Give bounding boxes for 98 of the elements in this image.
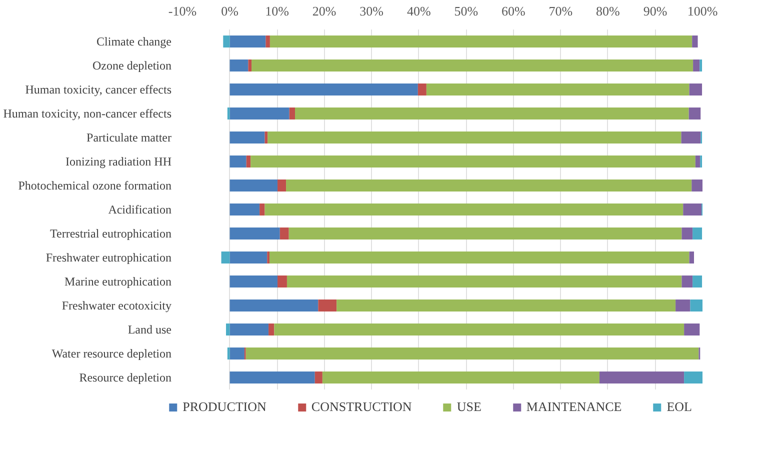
bar (252, 60, 694, 72)
y-tick-label: Human toxicity, cancer effects (25, 82, 172, 96)
bar (692, 276, 702, 288)
bar (700, 60, 702, 72)
bar (274, 324, 684, 336)
x-tick-label: -10% (168, 4, 197, 18)
legend-label: PRODUCTION (182, 399, 266, 415)
x-tick-label: 80% (596, 4, 620, 18)
bar (223, 36, 230, 48)
bar (230, 276, 278, 288)
bar (322, 372, 600, 384)
bar (269, 252, 690, 264)
bar (264, 204, 684, 216)
y-tick-label: Human toxicity, non-cancer effects (3, 106, 172, 120)
bar (684, 324, 700, 336)
bar (695, 156, 700, 168)
y-tick-label: Ionizing radiation HH (66, 154, 172, 168)
bar (266, 36, 270, 48)
y-tick-label: Particulate matter (86, 130, 172, 144)
bar (230, 132, 265, 144)
x-tick-label: 100% (687, 4, 718, 18)
bar (230, 300, 318, 312)
bar (268, 324, 274, 336)
bar (681, 132, 701, 144)
y-tick-label: Photochemical ozone formation (18, 178, 172, 192)
bar (260, 204, 265, 216)
bar (684, 372, 702, 384)
y-tick-label: Climate change (96, 34, 172, 48)
bar (270, 36, 692, 48)
bar (692, 228, 702, 240)
x-tick-label: 0% (221, 4, 239, 18)
bar (288, 228, 682, 240)
x-tick-label: 20% (312, 4, 336, 18)
bar (230, 108, 290, 120)
bar (230, 36, 266, 48)
bar (246, 348, 699, 360)
bar (268, 132, 682, 144)
bar (286, 180, 692, 192)
bar (230, 348, 244, 360)
bar (688, 108, 701, 120)
bar (230, 204, 260, 216)
y-tick-label: Freshwater ecotoxicity (62, 298, 172, 312)
bar (230, 60, 248, 72)
bar (318, 300, 337, 312)
x-tick-label: 30% (360, 4, 384, 18)
bar (295, 108, 689, 120)
y-tick-label: Ozone depletion (92, 58, 172, 72)
bar (221, 252, 230, 264)
y-tick-label: Water resource depletion (52, 346, 172, 360)
y-tick-label: Marine eutrophication (64, 274, 172, 288)
y-tick-label: Resource depletion (79, 370, 172, 384)
bar (278, 276, 287, 288)
bar (599, 372, 684, 384)
bar (689, 84, 702, 96)
bar (248, 60, 252, 72)
bar (230, 252, 268, 264)
x-tick-label: 70% (548, 4, 573, 18)
bar (230, 324, 269, 336)
bar (250, 156, 696, 168)
bar (314, 372, 322, 384)
bar (230, 84, 418, 96)
bar (246, 156, 251, 168)
y-tick-label: Freshwater eutrophication (46, 250, 172, 264)
bar (418, 84, 426, 96)
bar (227, 348, 230, 360)
bar (230, 180, 278, 192)
bar (289, 108, 296, 120)
x-tick-label: 10% (265, 4, 290, 18)
bar (286, 276, 682, 288)
legend-label: USE (456, 399, 482, 415)
y-tick-label: Acidification (108, 202, 172, 216)
bar (690, 300, 702, 312)
y-tick-label: Terrestrial eutrophication (50, 226, 172, 240)
bar (692, 36, 698, 48)
y-tick-label: Land use (128, 322, 172, 336)
bar (682, 228, 693, 240)
bar (689, 252, 694, 264)
x-tick-label: 40% (406, 4, 431, 18)
bar (682, 276, 693, 288)
bar (692, 180, 702, 192)
bar (693, 60, 700, 72)
legend-label: CONSTRUCTION (311, 399, 412, 415)
bar (278, 180, 286, 192)
x-tick-label: 50% (454, 4, 478, 18)
bar (336, 300, 676, 312)
bar (226, 324, 230, 336)
legend-label: MAINTENANCE (526, 399, 622, 415)
bar (227, 108, 230, 120)
bar (230, 228, 280, 240)
x-tick-label: 60% (501, 4, 526, 18)
legend-label: EOL (666, 399, 692, 415)
x-tick-label: 90% (643, 4, 668, 18)
bar (230, 372, 315, 384)
bar (683, 204, 702, 216)
bar (230, 156, 246, 168)
bar (426, 84, 690, 96)
bar (676, 300, 690, 312)
bar (280, 228, 289, 240)
